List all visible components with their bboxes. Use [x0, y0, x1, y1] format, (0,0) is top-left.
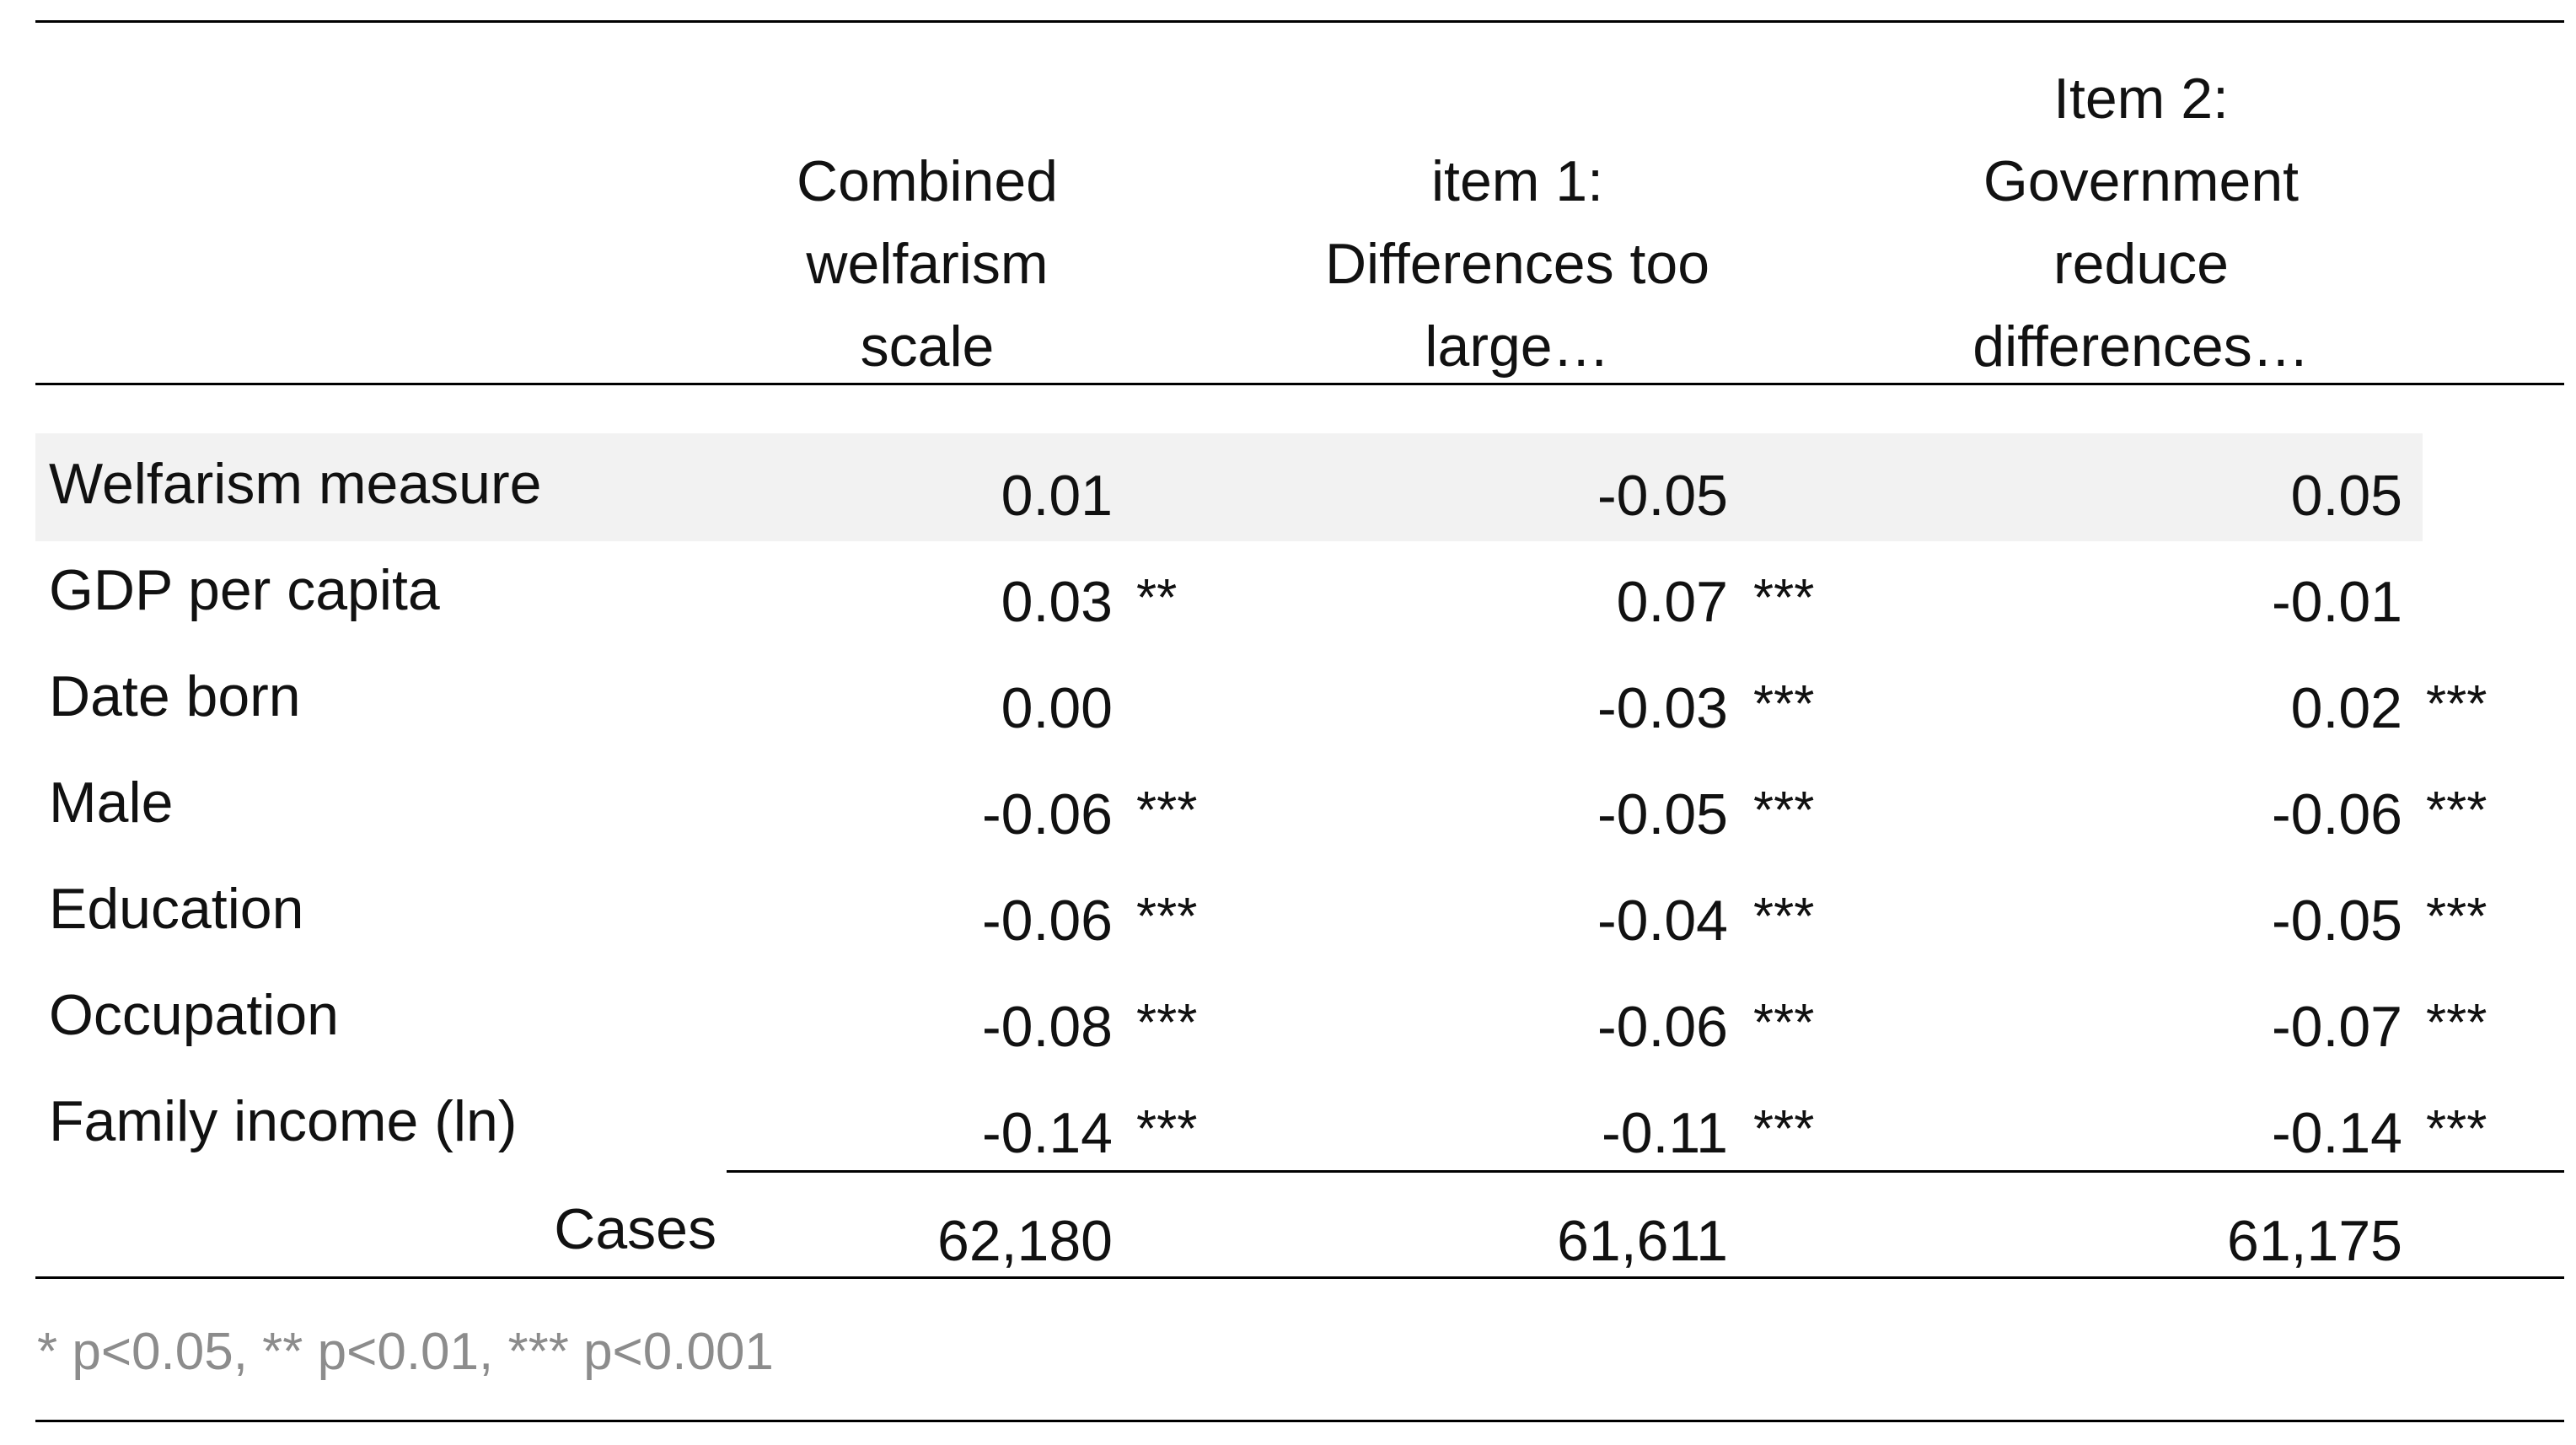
cases-combined-scale: 62,180 [937, 1209, 1113, 1273]
value-item-1: -0.03 [1597, 676, 1728, 740]
significance-combined-scale: *** [1136, 782, 1198, 840]
value-combined-scale: 0.03 [1001, 570, 1113, 634]
significance-item-2: *** [2426, 782, 2487, 840]
significance-item-2: *** [2426, 994, 2487, 1052]
significance-item-1: *** [1753, 1100, 1815, 1158]
table-row-cases: Cases 62,180 61,611 61,175 [0, 1179, 2576, 1287]
significance-combined-scale: ** [1136, 569, 1178, 627]
value-item-2: 0.05 [2290, 464, 2402, 528]
top-rule [35, 20, 2564, 23]
value-item-1: -0.11 [1602, 1101, 1728, 1165]
table-row-gdp-per-capita: GDP per capita 0.03 ** 0.07 *** -0.01 [0, 540, 2576, 647]
row-label: Family income (ln) [49, 1089, 518, 1153]
value-combined-scale: -0.14 [982, 1101, 1113, 1165]
value-item-1: -0.04 [1597, 889, 1728, 953]
column-header-combined-scale: Combined welfarism scale [797, 149, 1058, 379]
value-item-1: -0.06 [1597, 995, 1728, 1059]
cases-label: Cases [554, 1197, 716, 1261]
header-rule [35, 383, 2564, 385]
table-row-male: Male -0.06 *** -0.05 *** -0.06 *** [0, 752, 2576, 860]
row-label: Male [49, 771, 174, 835]
table-row-welfarism-measure: Welfarism measure 0.01 -0.05 0.05 [0, 433, 2576, 541]
bottom-rule [35, 1276, 2564, 1279]
value-item-1: -0.05 [1597, 782, 1728, 846]
significance-combined-scale: *** [1136, 994, 1198, 1052]
value-combined-scale: -0.08 [982, 995, 1113, 1059]
value-item-2: -0.06 [2272, 782, 2402, 846]
significance-item-1: *** [1753, 569, 1815, 627]
row-label: Education [49, 877, 304, 941]
significance-item-2: *** [2426, 675, 2487, 733]
significance-item-2: *** [2426, 1100, 2487, 1158]
column-header-item-1: item 1: Differences too large… [1324, 149, 1710, 379]
row-highlight [35, 433, 2423, 541]
significance-item-1: *** [1753, 888, 1815, 946]
row-label: GDP per capita [49, 558, 440, 622]
value-item-2: 0.02 [2290, 676, 2402, 740]
column-header-item-2: Item 2: Government reduce differences… [1972, 67, 2310, 379]
value-combined-scale: 0.01 [1001, 464, 1113, 528]
cases-rule [727, 1170, 2564, 1173]
significance-footnote: * p<0.05, ** p<0.01, *** p<0.001 [37, 1323, 774, 1381]
footer-rule [35, 1420, 2564, 1422]
significance-item-2: *** [2426, 888, 2487, 946]
value-item-2: -0.01 [2272, 570, 2402, 634]
value-combined-scale: 0.00 [1001, 676, 1113, 740]
cases-item-1: 61,611 [1557, 1209, 1728, 1273]
significance-item-1: *** [1753, 994, 1815, 1052]
value-item-1: 0.07 [1616, 570, 1728, 634]
significance-combined-scale: *** [1136, 888, 1198, 946]
value-combined-scale: -0.06 [982, 889, 1113, 953]
significance-item-1: *** [1753, 782, 1815, 840]
table-row-family-income: Family income (ln) -0.14 *** -0.11 *** -… [0, 1071, 2576, 1179]
value-combined-scale: -0.06 [982, 782, 1113, 846]
significance-item-1: *** [1753, 675, 1815, 733]
row-label: Welfarism measure [49, 452, 542, 516]
table-row-occupation: Occupation -0.08 *** -0.06 *** -0.07 *** [0, 964, 2576, 1072]
value-item-2: -0.14 [2272, 1101, 2402, 1165]
row-label: Occupation [49, 983, 339, 1047]
value-item-2: -0.07 [2272, 995, 2402, 1059]
row-label: Date born [49, 664, 301, 728]
table-row-date-born: Date born 0.00 -0.03 *** 0.02 *** [0, 646, 2576, 754]
value-item-1: -0.05 [1597, 464, 1728, 528]
significance-combined-scale: *** [1136, 1100, 1198, 1158]
value-item-2: -0.05 [2272, 889, 2402, 953]
table-row-education: Education -0.06 *** -0.04 *** -0.05 *** [0, 858, 2576, 966]
cases-item-2: 61,175 [2227, 1209, 2402, 1273]
